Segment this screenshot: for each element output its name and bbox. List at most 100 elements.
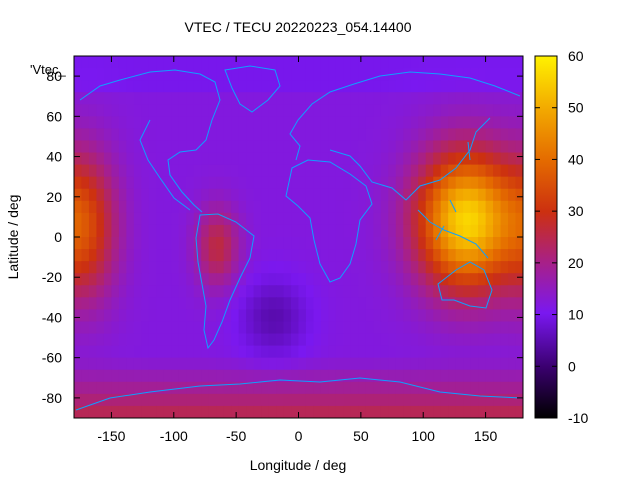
heatmap-cell [148,237,157,250]
heatmap-cell [141,164,150,178]
heatmap-cell [298,381,307,395]
heatmap-cell [463,152,472,166]
heatmap-cell [500,104,509,117]
heatmap-cell [313,309,322,323]
heatmap-cell [118,188,127,202]
heatmap-cell [455,369,464,383]
heatmap-cell [126,164,135,178]
heatmap-cell [373,285,382,298]
heatmap-cell [141,297,150,310]
heatmap-cell [178,285,187,298]
heatmap-cell [111,405,120,418]
heatmap-cell [343,297,352,310]
heatmap-cell [410,285,419,298]
heatmap-cell [178,56,187,69]
heatmap-cell [320,285,330,298]
heatmap-cell [418,309,427,323]
heatmap-cell [388,116,397,129]
x-tick-label: 50 [353,428,369,444]
heatmap-cell [388,381,397,395]
heatmap-cell [395,345,404,359]
heatmap-cell [470,56,479,69]
heatmap-cell [81,104,90,117]
heatmap-cell [178,309,187,323]
heatmap-cell [96,80,105,93]
heatmap-cell [246,345,255,359]
heatmap-cell [470,164,479,178]
heatmap-cell [163,393,172,407]
heatmap-cell [253,393,262,407]
heatmap-cell [455,92,464,105]
heatmap-cell [493,297,502,310]
colorbar-tick-label: 40 [568,151,584,167]
heatmap-cell [186,140,195,154]
heatmap-cell [388,249,397,262]
heatmap-cell [335,321,344,335]
heatmap-cell [283,297,292,310]
heatmap-cell [478,405,487,418]
heatmap-cell [171,200,180,214]
heatmap-cell [231,56,240,69]
heatmap-cell [508,140,517,154]
heatmap-cell [455,321,464,335]
heatmap-cell [163,176,172,190]
heatmap-cell [485,297,494,310]
heatmap-cell [508,116,517,129]
heatmap-cell [208,176,217,190]
heatmap-cell [455,381,464,395]
heatmap-cell [365,116,374,129]
heatmap-cell [305,116,315,129]
heatmap-cell [350,212,359,226]
heatmap-cell [74,357,83,371]
heatmap-cell [320,224,330,238]
heatmap-cell [350,140,359,154]
heatmap-cell [328,297,337,310]
heatmap-cell [313,80,322,93]
heatmap-cell [88,297,98,310]
heatmap-cell [103,381,113,395]
heatmap-cell [231,237,240,250]
heatmap-cell [410,393,419,407]
heatmap-cell [410,56,419,69]
heatmap-cell [358,224,367,238]
heatmap-cell [418,237,427,250]
heatmap-cell [126,393,135,407]
heatmap-cell [276,393,285,407]
heatmap-cell [171,104,180,117]
heatmap-cell [283,140,292,154]
heatmap-cell [156,261,165,274]
heatmap-cell [291,357,300,371]
heatmap-cell [305,56,315,69]
heatmap-cell [358,68,367,81]
heatmap-cell [88,80,98,93]
heatmap-cell [298,261,307,274]
heatmap-cell [358,333,367,347]
heatmap-cell [500,405,509,418]
heatmap-cell [193,128,202,142]
heatmap-cell [298,104,307,117]
heatmap-cell [500,56,509,69]
heatmap-cell [440,285,449,298]
heatmap-cell [410,321,419,335]
heatmap-cell [231,164,240,178]
heatmap-cell [410,297,419,310]
heatmap-cell [320,128,330,142]
heatmap-cell [455,188,464,202]
heatmap-cell [485,345,494,359]
heatmap-cell [96,56,105,69]
heatmap-cell [156,297,165,310]
heatmap-cell [111,321,120,335]
heatmap-cell [395,164,404,178]
heatmap-cell [171,164,180,178]
heatmap-cell [178,224,187,238]
x-tick-label: 0 [295,428,303,444]
heatmap-cell [141,200,150,214]
heatmap-cell [358,152,367,166]
heatmap-cell [470,68,479,81]
heatmap-cell [291,212,300,226]
heatmap-cell [373,405,382,418]
heatmap-cell [126,188,135,202]
heatmap-cell [193,273,202,286]
heatmap-cell [141,333,150,347]
heatmap-cell [253,381,262,395]
